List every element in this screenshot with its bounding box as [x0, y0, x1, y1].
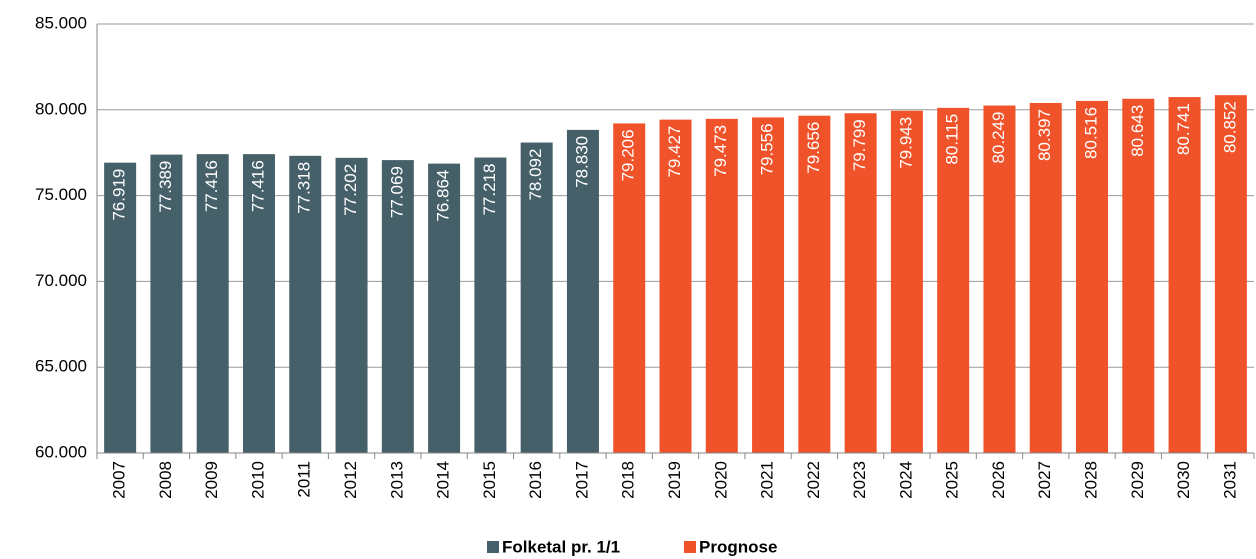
x-tick-label: 2017 [572, 461, 591, 499]
bar [1168, 97, 1201, 453]
bar [150, 154, 183, 453]
x-tick-label: 2024 [896, 461, 915, 499]
data-label: 80.852 [1220, 101, 1239, 153]
data-label: 79.799 [850, 119, 869, 171]
x-tick-label: 2026 [989, 461, 1008, 499]
bar [335, 157, 368, 454]
data-label: 78.092 [526, 149, 545, 201]
x-tick-label: 2021 [758, 461, 777, 499]
bar [659, 119, 692, 453]
x-tick-label: 2013 [387, 461, 406, 499]
bar [752, 117, 785, 453]
data-label: 79.556 [758, 123, 777, 175]
bar [705, 118, 738, 453]
x-tick-label: 2027 [1035, 461, 1054, 499]
x-tick-label: 2007 [110, 461, 129, 499]
y-tick-label: 65.000 [35, 357, 87, 376]
data-label: 79.943 [896, 117, 915, 169]
bar [983, 105, 1016, 453]
x-tick-label: 2014 [434, 461, 453, 499]
bar [890, 110, 923, 453]
x-tick-label: 2011 [295, 461, 314, 498]
x-tick-label: 2019 [665, 461, 684, 499]
data-label: 80.397 [1035, 109, 1054, 161]
data-label: 77.069 [387, 166, 406, 218]
bar [566, 129, 599, 453]
data-label: 76.919 [110, 169, 129, 221]
x-tick-label: 2010 [248, 461, 267, 499]
bar [613, 123, 646, 453]
data-label: 76.864 [434, 170, 453, 222]
x-tick-label: 2023 [850, 461, 869, 499]
data-label: 78.830 [572, 136, 591, 188]
data-label: 79.473 [711, 125, 730, 177]
bar [381, 160, 414, 454]
data-label: 77.218 [480, 164, 499, 216]
x-tick-label: 2028 [1082, 461, 1101, 499]
bar [428, 163, 461, 453]
x-tick-label: 2029 [1128, 461, 1147, 499]
data-label: 77.416 [248, 160, 267, 212]
x-tick-label: 2022 [804, 461, 823, 499]
x-tick-label: 2012 [341, 461, 360, 499]
data-label: 80.249 [989, 112, 1008, 164]
data-label: 77.389 [156, 161, 175, 213]
legend-swatch [684, 541, 696, 553]
bar [798, 115, 831, 454]
data-label: 80.115 [943, 114, 962, 165]
x-tick-label: 2008 [156, 461, 175, 499]
y-tick-label: 80.000 [35, 99, 87, 118]
data-label: 79.206 [619, 129, 638, 181]
data-label: 79.427 [665, 126, 684, 178]
bar [242, 154, 275, 454]
x-tick-label: 2018 [619, 461, 638, 499]
bar [937, 107, 970, 453]
bar [196, 154, 229, 454]
legend-label: Folketal pr. 1/1 [502, 537, 620, 556]
data-label: 77.416 [202, 160, 221, 212]
legend-swatch [487, 541, 499, 553]
x-tick-label: 2009 [202, 461, 221, 499]
x-tick-label: 2020 [711, 461, 730, 499]
y-tick-label: 75.000 [35, 185, 87, 204]
y-tick-label: 60.000 [35, 442, 87, 461]
data-label: 80.516 [1082, 107, 1101, 159]
x-tick-label: 2025 [943, 461, 962, 499]
data-label: 77.318 [295, 162, 314, 214]
x-tick-label: 2031 [1220, 461, 1239, 499]
data-label: 80.741 [1174, 103, 1193, 155]
bar [1122, 98, 1155, 454]
bar [1214, 95, 1247, 453]
legend-label: Prognose [699, 537, 777, 556]
x-tick-label: 2015 [480, 461, 499, 499]
data-label: 77.202 [341, 164, 360, 216]
data-label: 80.643 [1128, 105, 1147, 157]
bar [1029, 102, 1062, 453]
bar [1076, 100, 1109, 454]
y-tick-label: 70.000 [35, 271, 87, 290]
y-tick-label: 85.000 [35, 13, 87, 32]
bar [520, 142, 553, 454]
bar [104, 162, 137, 453]
x-tick-label: 2016 [526, 461, 545, 499]
bar [844, 113, 877, 454]
data-label: 79.656 [804, 122, 823, 174]
bar [289, 155, 322, 453]
bar [474, 157, 507, 453]
x-tick-label: 2030 [1174, 461, 1193, 499]
